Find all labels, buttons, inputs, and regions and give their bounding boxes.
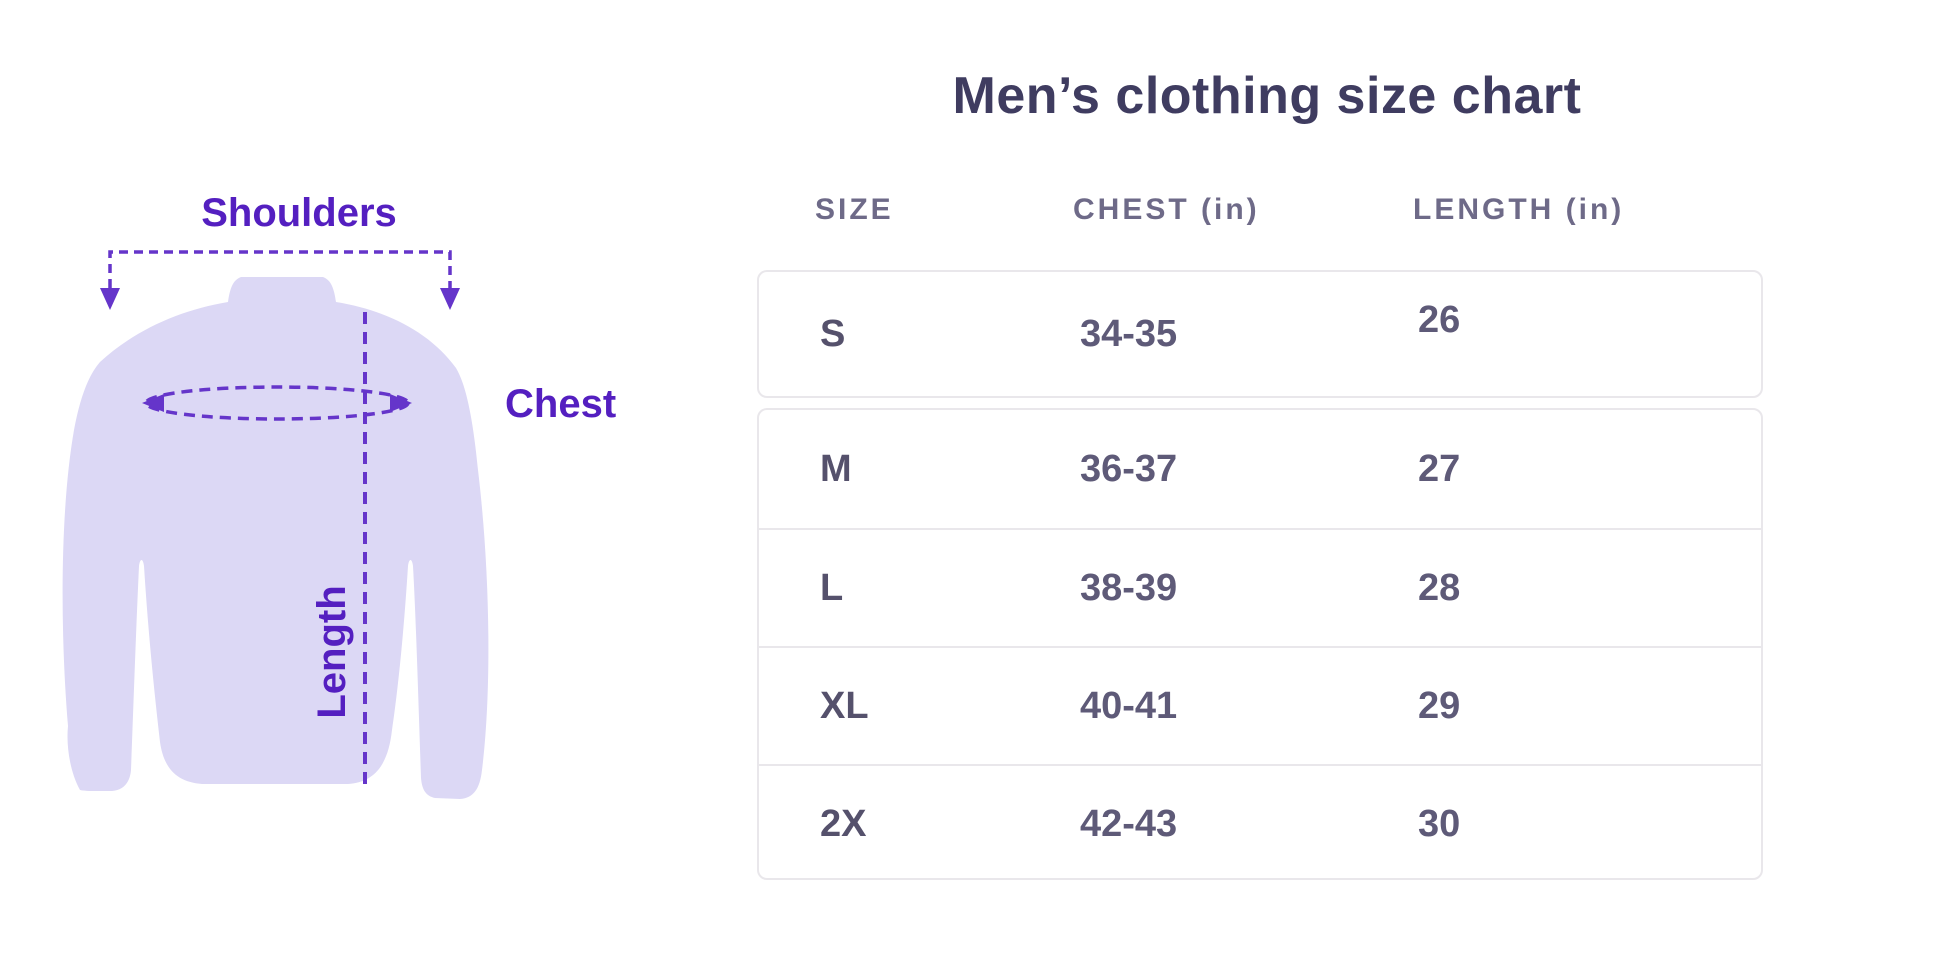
shoulders-bracket-line <box>108 250 452 288</box>
length-cell: 29 <box>1418 684 1461 727</box>
size-cell: 2X <box>820 802 867 845</box>
chest-measure <box>142 385 412 421</box>
table-row: S 34-35 26 <box>759 272 1761 396</box>
size-cell: XL <box>820 684 869 727</box>
shoulders-arrow-left-icon <box>100 288 120 310</box>
shoulders-bracket <box>100 250 460 310</box>
page-title: Men’s clothing size chart <box>952 67 1582 125</box>
length-label: Length <box>310 585 354 718</box>
column-header-chest: CHEST (in) <box>1073 193 1260 226</box>
table-row: XL 40-41 29 <box>759 646 1761 764</box>
chest-cell: 42-43 <box>1080 802 1178 845</box>
column-header-length: LENGTH (in) <box>1413 193 1625 226</box>
table-row: L 38-39 28 <box>759 528 1761 646</box>
chest-cell: 40-41 <box>1080 684 1178 727</box>
column-header-size: SIZE <box>815 193 894 226</box>
shoulders-label: Shoulders <box>201 191 397 235</box>
chest-cell: 38-39 <box>1080 566 1178 609</box>
shirt-silhouette <box>62 277 489 799</box>
table-row: M 36-37 27 <box>759 410 1761 528</box>
length-cell: 27 <box>1418 447 1461 490</box>
shirt-diagram: Shoulders Chest Length <box>30 130 630 830</box>
chest-arrow-right-icon <box>390 394 412 412</box>
length-cell: 26 <box>1418 298 1461 341</box>
chest-arrow-left-icon <box>142 394 164 412</box>
size-cell: M <box>820 447 852 490</box>
shoulders-arrow-right-icon <box>440 288 460 310</box>
chest-cell: 36-37 <box>1080 447 1178 490</box>
chest-cell: 34-35 <box>1080 312 1178 355</box>
size-cell: S <box>820 312 846 355</box>
shirt-illustration: Shoulders Chest Length <box>62 191 616 799</box>
chest-label: Chest <box>505 382 616 426</box>
table-section-bottom: M 36-37 27 L 38-39 28 XL 40-41 29 2X 42-… <box>757 408 1763 880</box>
length-cell: 28 <box>1418 566 1461 609</box>
size-cell: L <box>820 566 844 609</box>
table-section-top: S 34-35 26 <box>757 270 1763 398</box>
length-cell: 30 <box>1418 802 1461 845</box>
table-row: 2X 42-43 30 <box>759 764 1761 882</box>
